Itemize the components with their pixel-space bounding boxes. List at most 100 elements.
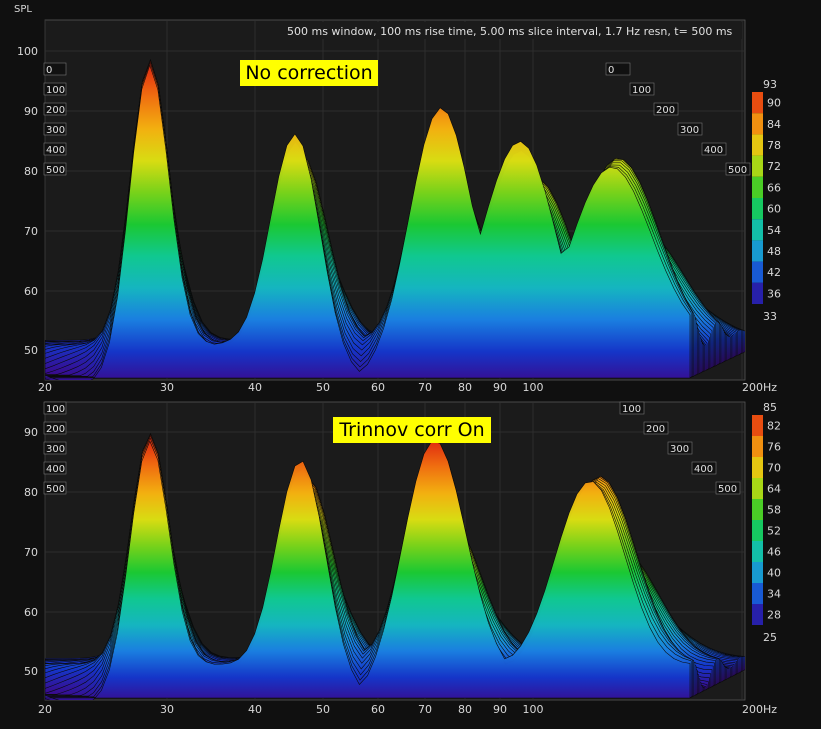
y-tick-label: 50 (24, 344, 38, 357)
colorbar-max-label: 85 (763, 401, 777, 414)
colorbar-cell (752, 240, 763, 262)
time-tick-box (701, 142, 727, 156)
x-tick-label: 20 (38, 381, 52, 394)
time-tick-left: 200 (46, 424, 65, 435)
time-tick-box (667, 441, 693, 455)
colorbar-tick-label: 66 (767, 181, 781, 194)
y-tick-label: 80 (24, 165, 38, 178)
waterfall-surface (45, 58, 745, 380)
time-tick-box (653, 102, 679, 116)
colorbar-tick-label: 40 (767, 567, 781, 580)
time-tick-right: 400 (704, 145, 723, 156)
x-tick-label: 60 (371, 381, 385, 394)
time-tick-right: 100 (632, 85, 651, 96)
waterfall-slice (45, 64, 691, 380)
time-tick-box (43, 401, 67, 415)
colorbar-cell (752, 219, 763, 241)
colorbar-tick-label: 64 (767, 483, 781, 496)
x-tick-label: 100 (523, 381, 544, 394)
x-tick-label: 100 (523, 703, 544, 716)
time-tick-left: 300 (46, 444, 65, 455)
time-tick-left: 300 (46, 125, 65, 136)
time-tick-box (43, 102, 67, 116)
colorbar-cell (752, 604, 763, 625)
time-tick-box (43, 62, 67, 76)
colorbar-tick-label: 82 (767, 420, 781, 433)
y-tick-label: 90 (24, 426, 38, 439)
colorbar-cell (752, 415, 763, 436)
time-tick-box (629, 82, 655, 96)
colorbar-tick-label: 34 (767, 588, 781, 601)
time-tick-box (43, 82, 67, 96)
time-tick-box (43, 461, 67, 475)
colorbar-max-label: 93 (763, 78, 777, 91)
y-tick-label: 60 (24, 285, 38, 298)
time-tick-right: 0 (608, 65, 614, 76)
x-tick-label: 30 (160, 703, 174, 716)
time-tick-left: 100 (46, 85, 65, 96)
colorbar-cell (752, 134, 763, 156)
colorbar-cell (752, 436, 763, 457)
time-tick-box (691, 461, 717, 475)
colorbar-tick-label: 78 (767, 139, 781, 152)
x-tick-label: 200Hz (742, 703, 777, 716)
time-tick-right: 200 (646, 424, 665, 435)
colorbar-cell (752, 176, 763, 198)
colorbar-cell (752, 457, 763, 478)
colorbar-min-label: 33 (763, 310, 777, 323)
colorbar-tick-label: 28 (767, 609, 781, 622)
colorbar-cell (752, 583, 763, 604)
waterfall-surface (45, 433, 745, 700)
panel-trinnov-corr-on: 20 30 40 50 60 70 80 90 100 200Hz 90 80 70 60 50 100 200… (24, 401, 781, 716)
time-tick-box (619, 401, 645, 415)
time-tick-left: 100 (46, 404, 65, 415)
colorbar-cell (752, 541, 763, 562)
x-tick-label: 90 (493, 381, 507, 394)
time-tick-right: 400 (694, 464, 713, 475)
time-tick-box (43, 441, 67, 455)
time-tick-right: 300 (680, 125, 699, 136)
annotation-box (333, 417, 491, 443)
annotation-box (240, 60, 378, 86)
time-tick-box (725, 162, 751, 176)
time-tick-right: 200 (656, 105, 675, 116)
x-tick-label: 40 (248, 703, 262, 716)
colorbar-tick-label: 58 (767, 504, 781, 517)
colorbar-tick-label: 72 (767, 160, 781, 173)
y-tick-label: 50 (24, 665, 38, 678)
x-tick-label: 40 (248, 381, 262, 394)
time-tick-left: 0 (46, 65, 52, 76)
colorbar-cell (752, 282, 763, 304)
y-tick-label: 70 (24, 546, 38, 559)
time-tick-box (43, 481, 67, 495)
colorbar-tick-label: 70 (767, 462, 781, 475)
x-tick-label: 70 (418, 381, 432, 394)
waterfall-slice (45, 440, 691, 700)
y-tick-label: 100 (17, 45, 38, 58)
x-tick-label: 60 (371, 703, 385, 716)
time-tick-box (715, 481, 741, 495)
time-tick-right: 500 (718, 484, 737, 495)
colorbar-tick-label: 84 (767, 118, 781, 131)
time-tick-left: 400 (46, 145, 65, 156)
colorbar-tick-label: 54 (767, 224, 781, 237)
time-tick-right: 500 (728, 165, 747, 176)
x-tick-label: 30 (160, 381, 174, 394)
y-tick-label: 90 (24, 105, 38, 118)
time-tick-box (43, 421, 67, 435)
time-tick-box (43, 142, 67, 156)
colorbar-cell (752, 92, 763, 114)
time-tick-box (43, 162, 67, 176)
colorbar-tick-label: 60 (767, 203, 781, 216)
colorbar-tick-label: 48 (767, 245, 781, 258)
time-tick-left: 500 (46, 484, 65, 495)
colorbar-cell (752, 520, 763, 541)
colorbar-tick-label: 90 (767, 97, 781, 110)
y-axis-title: SPL (14, 4, 32, 15)
colorbar-tick-label: 52 (767, 525, 781, 538)
x-tick-label: 80 (458, 703, 472, 716)
colorbar-tick-label: 42 (767, 266, 781, 279)
colorbar-cell (752, 113, 763, 135)
x-tick-label: 20 (38, 703, 52, 716)
